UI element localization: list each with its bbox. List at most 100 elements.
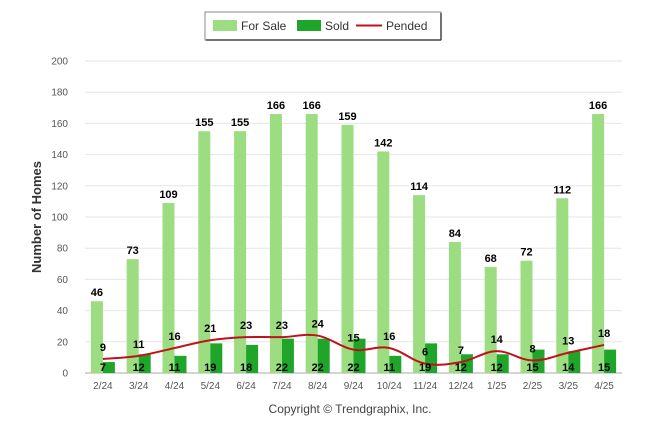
sold-bar [568, 351, 581, 373]
for-sale-bar [341, 124, 354, 374]
pended-value-label: 16 [168, 331, 180, 343]
pended-value-label: 11 [133, 339, 145, 351]
sold-value-label: 18 [240, 362, 252, 374]
pended-line-path [102, 333, 605, 366]
pended-value-label: 21 [204, 323, 216, 335]
pended-value-label: 9 [100, 342, 106, 354]
for-sale-value-label: 166 [303, 100, 321, 112]
for-sale-value-label: 114 [410, 181, 429, 193]
pended-value-label: 13 [562, 336, 574, 348]
x-axis-ticks: 2/24 3/24 4/24 5/24 6/24 7/24 8/24 9/24 10/24 11/… [93, 381, 614, 392]
pended-value-label: 16 [383, 331, 395, 343]
sold-value-label: 19 [204, 362, 216, 374]
y-tick-label: 20 [57, 337, 69, 348]
y-tick-label: 120 [51, 181, 68, 192]
y-tick-label: 140 [51, 150, 68, 161]
sold-value-label: 11 [169, 362, 181, 374]
y-tick-label: 160 [51, 119, 68, 130]
sold-bar [496, 354, 509, 373]
for-sale-value-label: 155 [195, 117, 213, 129]
sold-value-label: 11 [383, 362, 395, 374]
y-tick-label: 200 [51, 57, 68, 68]
y-tick-label: 100 [51, 213, 68, 224]
for-sale-bar [234, 131, 247, 373]
sold-bar [317, 338, 330, 373]
x-tick-label: 2/25 [523, 381, 543, 392]
pended-value-label: 24 [312, 319, 325, 331]
legend-sold: Sold [297, 19, 349, 33]
legend: For Sale Sold Pended [204, 11, 442, 41]
sold-value-label: 7 [100, 362, 106, 374]
y-tick-label: 60 [57, 275, 69, 286]
legend-swatch [213, 20, 237, 31]
legend-label: For Sale [241, 19, 287, 33]
x-tick-label: 10/24 [377, 381, 402, 392]
y-tick-label: 180 [51, 88, 68, 99]
for-sale-bar [592, 114, 605, 373]
sold-value-label: 12 [455, 362, 467, 374]
sold-bar [281, 338, 294, 373]
sold-bar [389, 355, 402, 373]
for-sale-bar [198, 131, 211, 373]
x-tick-label: 4/24 [165, 381, 185, 392]
x-tick-label: 7/24 [272, 381, 292, 392]
legend-label: Sold [325, 19, 349, 33]
y-axis-ticks: 0 20 40 60 80 100 120 140 160 180 200 [51, 57, 68, 380]
for-sale-bar [305, 114, 318, 373]
sold-bar [532, 349, 545, 373]
y-tick-label: 80 [57, 244, 69, 255]
for-sale-value-label: 84 [449, 228, 462, 240]
pended-value-label: 8 [529, 344, 535, 356]
x-tick-label: 12/24 [448, 381, 473, 392]
for-sale-value-label: 72 [520, 247, 532, 259]
sold-value-label: 22 [312, 362, 324, 374]
legend-label: Pended [386, 19, 427, 33]
for-sale-value-label: 142 [374, 137, 392, 149]
for-sale-bar [413, 195, 426, 373]
pended-value-label: 23 [240, 320, 252, 332]
for-sale-value-label: 68 [485, 253, 497, 265]
for-sale-value-label: 166 [589, 100, 607, 112]
sold-value-label: 12 [491, 362, 503, 374]
sold-value-label: 15 [598, 362, 610, 374]
sold-bar [353, 338, 366, 373]
x-tick-label: 5/24 [201, 381, 221, 392]
pended-value-label: 7 [458, 345, 464, 357]
for-sale-value-label: 155 [231, 117, 249, 129]
pended-value-label: 14 [491, 334, 504, 346]
x-tick-label: 3/25 [559, 381, 579, 392]
for-sale-bar [556, 198, 569, 373]
sold-bar [210, 343, 223, 373]
for-sale-bar [448, 241, 461, 373]
pended-value-label: 18 [598, 328, 610, 340]
for-sale-bar [484, 266, 497, 373]
for-sale-value-label: 73 [127, 245, 139, 257]
legend-for-sale: For Sale [213, 19, 287, 33]
sold-bar [246, 344, 259, 373]
x-tick-label: 1/25 [487, 381, 507, 392]
copyright-credit: Copyright © Trendgraphix, Inc. [269, 402, 432, 416]
for-sale-value-label: 166 [267, 100, 285, 112]
y-axis-label: Number of Homes [29, 161, 44, 273]
for-sale-bar [126, 259, 139, 373]
sold-value-label: 19 [419, 362, 431, 374]
sold-value-label: 14 [562, 362, 575, 374]
for-sale-bar [90, 301, 103, 373]
for-sale-bar [162, 202, 175, 373]
pended-value-label: 6 [422, 347, 428, 359]
pended-line [102, 333, 605, 366]
pended-value-label: 15 [347, 333, 359, 345]
y-tick-label: 40 [57, 306, 69, 317]
for-sale-value-label: 112 [553, 184, 571, 196]
for-sale-value-label: 159 [338, 111, 356, 123]
bars [90, 114, 617, 374]
pended-value-label: 23 [276, 320, 288, 332]
sold-value-label: 22 [347, 362, 359, 374]
legend-pended: Pended [356, 19, 427, 33]
sold-value-label: 12 [133, 362, 145, 374]
sold-bar [174, 355, 187, 373]
for-sale-bar [377, 151, 390, 373]
for-sale-bar [269, 114, 282, 373]
